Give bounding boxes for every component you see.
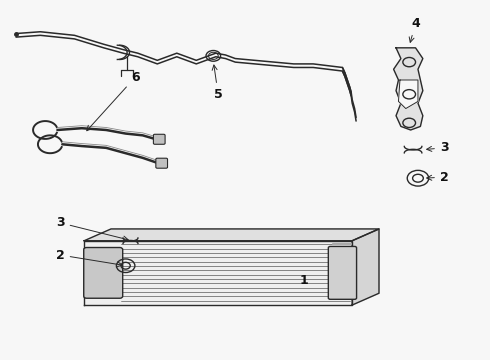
Text: 1: 1 bbox=[299, 274, 308, 287]
Polygon shape bbox=[352, 229, 379, 305]
Polygon shape bbox=[398, 80, 418, 109]
Text: 6: 6 bbox=[87, 71, 140, 131]
Text: 3: 3 bbox=[56, 216, 128, 241]
Text: 4: 4 bbox=[409, 17, 420, 42]
Polygon shape bbox=[84, 229, 379, 241]
Polygon shape bbox=[84, 241, 352, 305]
Text: 2: 2 bbox=[56, 248, 122, 267]
Text: 5: 5 bbox=[212, 65, 222, 101]
FancyBboxPatch shape bbox=[328, 247, 357, 299]
FancyBboxPatch shape bbox=[156, 158, 168, 168]
Polygon shape bbox=[393, 48, 423, 130]
FancyBboxPatch shape bbox=[153, 134, 165, 144]
FancyBboxPatch shape bbox=[84, 248, 122, 298]
Text: 3: 3 bbox=[427, 141, 448, 154]
Text: 2: 2 bbox=[427, 171, 449, 184]
